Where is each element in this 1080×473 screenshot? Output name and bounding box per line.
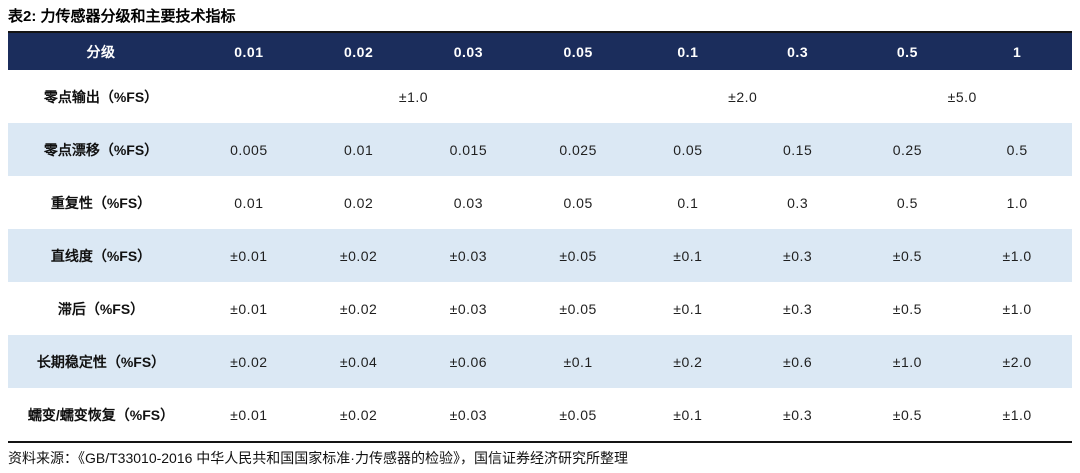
value-cell: 0.025 [559, 141, 597, 158]
table-title: 表2: 力传感器分级和主要技术指标 [8, 8, 236, 25]
value-cell: ±1.0 [1002, 247, 1032, 264]
value-cell: 0.5 [1006, 141, 1028, 158]
row-label: 重复性（%FS） [50, 194, 152, 211]
table-row: 蠕变/蠕变恢复（%FS） ±0.01 ±0.02 ±0.03 ±0.05 ±0.… [8, 388, 1072, 442]
table-row: 重复性（%FS） 0.01 0.02 0.03 0.05 0.1 0.3 0.5… [8, 176, 1072, 229]
value-cell: ±1.0 [1002, 406, 1032, 423]
value-cell: ±0.3 [783, 247, 813, 264]
value-cell: ±0.3 [783, 406, 813, 423]
value-cell: 0.02 [344, 194, 374, 211]
value-cell: ±0.2 [673, 353, 703, 370]
value-cell: ±2.0 [1002, 353, 1032, 370]
table-row: 滞后（%FS） ±0.01 ±0.02 ±0.03 ±0.05 ±0.1 ±0.… [8, 282, 1072, 335]
value-cell: ±0.05 [559, 406, 597, 423]
value-cell: 0.01 [344, 141, 374, 158]
value-cell: 0.25 [892, 141, 922, 158]
value-cell: ±0.1 [673, 247, 703, 264]
value-cell: ±0.02 [339, 247, 378, 264]
value-cell: ±0.02 [230, 353, 268, 370]
value-cell: 0.05 [563, 194, 593, 211]
value-cell: ±1.0 [1002, 300, 1032, 317]
header-cell: 0.01 [194, 32, 304, 70]
value-cell: ±0.05 [559, 300, 597, 317]
value-cell: 0.015 [449, 141, 488, 158]
value-cell: 0.05 [673, 141, 703, 158]
row-label: 长期稳定性（%FS） [36, 353, 166, 370]
value-cell: 0.15 [783, 141, 813, 158]
table-row: 零点漂移（%FS） 0.005 0.01 0.015 0.025 0.05 0.… [8, 123, 1072, 176]
header-cell: 0.05 [523, 32, 633, 70]
header-cell: 0.5 [852, 32, 963, 70]
value-cell: 0.03 [453, 194, 483, 211]
value-cell: ±0.02 [339, 300, 378, 317]
table-row: 直线度（%FS） ±0.01 ±0.02 ±0.03 ±0.05 ±0.1 ±0… [8, 229, 1072, 282]
row-label: 零点漂移（%FS） [43, 141, 159, 158]
merged-value-cell: ±1.0 [398, 88, 429, 105]
merged-value-cell: ±2.0 [728, 88, 758, 105]
value-cell: 0.3 [787, 194, 809, 211]
value-cell: 0.5 [896, 194, 918, 211]
header-cell: 0.02 [303, 32, 414, 70]
table-row: 零点输出（%FS） ±1.0 ±2.0 ±5.0 [8, 70, 1072, 123]
value-cell: ±0.01 [230, 300, 268, 317]
value-cell: 0.005 [230, 141, 268, 158]
value-cell: ±1.0 [892, 353, 922, 370]
value-cell: ±0.6 [783, 353, 813, 370]
row-label: 滞后（%FS） [57, 300, 145, 317]
value-cell: ±0.5 [892, 300, 922, 317]
row-label: 直线度（%FS） [50, 247, 152, 264]
value-cell: ±0.01 [230, 406, 268, 423]
value-cell: ±0.02 [339, 406, 378, 423]
row-label: 蠕变/蠕变恢复（%FS） [27, 406, 175, 423]
value-cell: ±0.05 [559, 247, 597, 264]
value-cell: ±0.04 [339, 353, 378, 370]
value-cell: ±0.5 [892, 247, 922, 264]
table-row: 长期稳定性（%FS） ±0.02 ±0.04 ±0.06 ±0.1 ±0.2 ±… [8, 335, 1072, 388]
value-cell: ±0.1 [673, 406, 703, 423]
value-cell: ±0.03 [449, 300, 488, 317]
sensor-grade-table: 分级 0.01 0.02 0.03 0.05 0.1 0.3 0.5 1 零点输… [8, 31, 1072, 443]
value-cell: 1.0 [1006, 194, 1028, 211]
header-cell: 0.03 [413, 32, 524, 70]
value-cell: ±0.06 [449, 353, 488, 370]
merged-value-cell: ±5.0 [947, 88, 977, 105]
value-cell: ±0.3 [783, 300, 813, 317]
header-cell: 1 [962, 32, 1072, 70]
value-cell: ±0.1 [563, 353, 593, 370]
value-cell: ±0.03 [449, 247, 488, 264]
row-label: 零点输出（%FS） [43, 88, 159, 105]
source-note: 资料来源：《GB/T33010-2016 中华人民共和国国家标准·力传感器的检验… [8, 450, 628, 466]
value-cell: ±0.03 [449, 406, 488, 423]
value-cell: ±0.5 [892, 406, 922, 423]
header-cell: 0.3 [742, 32, 853, 70]
value-cell: ±0.01 [230, 247, 268, 264]
table-header-row: 分级 0.01 0.02 0.03 0.05 0.1 0.3 0.5 1 [8, 32, 1072, 70]
value-cell: 0.1 [677, 194, 699, 211]
header-cell-grade: 分级 [8, 32, 194, 70]
value-cell: ±0.1 [673, 300, 703, 317]
value-cell: 0.01 [234, 194, 264, 211]
header-cell: 0.1 [633, 32, 743, 70]
